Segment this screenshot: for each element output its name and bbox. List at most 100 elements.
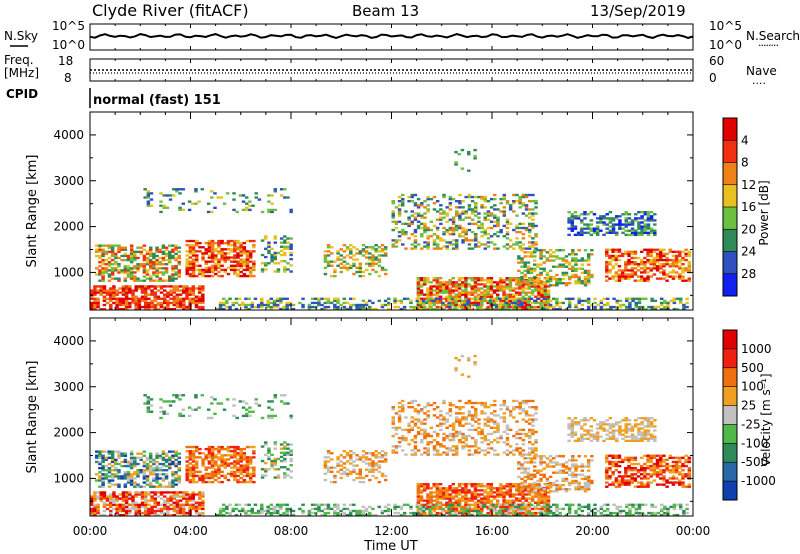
power-cell [418,299,423,303]
power-cell [515,279,519,282]
velocity-cell [194,509,199,513]
power-cell [473,155,477,158]
velocity-cell [383,452,388,455]
power-cell [128,305,132,309]
power-cell [663,305,667,309]
velocity-cell [445,436,449,440]
velocity-cell [207,462,212,465]
power-cell [289,253,293,257]
power-cell [682,305,686,309]
power-cell [583,231,587,234]
velocity-cell [194,394,198,397]
power-cell [269,301,274,305]
power-cell [185,244,189,247]
power-cell [611,227,616,230]
power-cell [380,303,385,307]
power-cell [649,275,653,278]
velocity-cell [171,473,175,476]
velocity-cell [470,436,475,440]
power-cell [191,262,196,265]
velocity-cell [129,450,134,453]
velocity-cell [273,394,278,397]
power-cell [489,279,494,282]
power-cell [523,261,527,264]
power-cell [534,279,538,282]
velocity-cell [286,451,290,454]
power-cell [678,273,682,276]
power-cell [474,237,478,240]
power-cell [197,297,202,300]
power-cell [495,283,500,286]
velocity-cell [464,422,468,425]
velocity-cell [383,460,388,463]
velocity-cell [355,454,359,457]
velocity-cell [118,493,123,496]
velocity-cell [137,509,142,513]
power-cell [150,305,154,309]
power-cell [543,295,548,298]
power-cell [521,212,526,215]
velocity-cell [232,414,236,418]
velocity-cell [464,485,468,488]
power-cell [583,299,588,303]
velocity-cell [161,479,166,482]
power-cell [177,269,182,272]
power-cell [530,307,535,311]
power-cell [146,200,151,203]
power-cell [336,256,340,259]
power-cell [121,285,126,288]
velocity-cell [470,507,475,511]
power-cell [649,267,653,270]
velocity-cell [166,505,170,509]
power-cell [447,299,451,303]
velocity-cell [264,461,268,465]
power-cell [150,289,154,292]
power-cell [527,297,532,300]
power-cell [197,285,202,288]
velocity-cell [147,513,151,517]
power-cell [168,252,172,256]
power-cell [142,269,147,272]
power-cell [98,248,102,251]
velocity-cell [445,434,449,438]
velocity-cell [467,410,472,413]
velocity-cell [104,475,109,478]
power-cell [674,271,679,274]
power-cell [461,235,465,238]
power-cell [410,195,415,199]
velocity-cell [426,410,430,413]
velocity-cell [451,428,456,432]
velocity-cell [95,473,99,476]
power-cell [178,293,183,296]
power-cell [367,299,372,303]
power-cell [652,260,657,264]
velocity-cell [104,456,109,460]
power-cell [377,250,382,253]
power-cell [464,195,468,199]
velocity-cell [397,401,402,405]
power-cell [185,268,189,272]
power-cell [223,256,228,259]
power-cell [473,287,478,290]
power-cell [520,271,524,275]
power-cell [630,256,634,260]
velocity-cell [126,464,131,468]
velocity-cell [457,509,462,513]
velocity-cell [142,469,147,472]
velocity-cell [493,399,497,403]
velocity-cell [413,436,418,440]
power-cell [496,216,500,219]
power-cell [349,248,353,251]
velocity-cell [451,439,456,442]
velocity-cell [207,456,212,459]
velocity-cell [101,481,105,484]
power-cell [323,305,328,309]
velocity-cell [283,451,287,454]
power-cell [152,273,156,276]
power-cell [358,252,363,255]
velocity-cell [210,450,215,453]
power-cell [109,305,113,309]
power-cell [439,208,443,211]
power-cell [646,277,650,280]
velocity-cell [142,460,147,464]
